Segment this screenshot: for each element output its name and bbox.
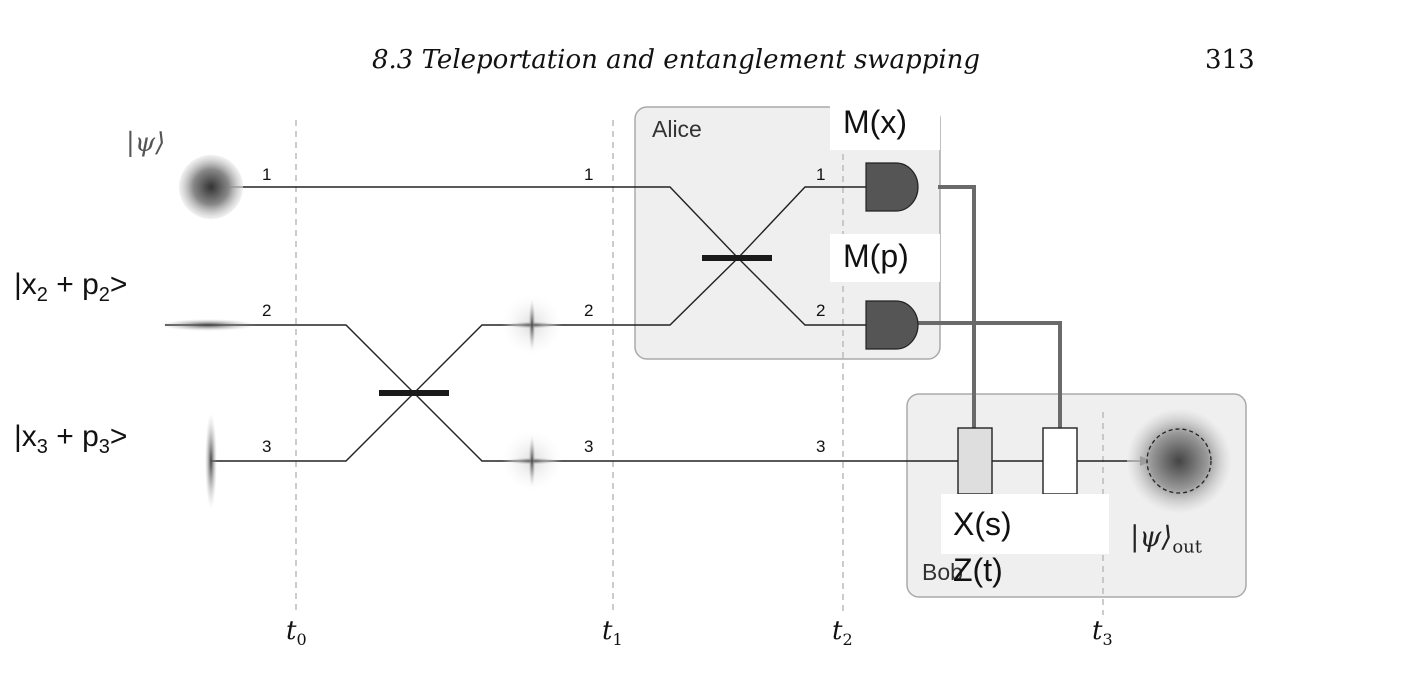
time-label-t1: t1 <box>602 616 623 650</box>
output-state-blob <box>1127 409 1231 513</box>
mode-num-3-t1: 3 <box>584 437 594 456</box>
modulator-z <box>1042 427 1078 495</box>
entangled-state-2 <box>502 295 562 355</box>
squeezed-state-3 <box>205 413 217 509</box>
correction-overlay <box>941 494 1109 554</box>
time-label-t2: t2 <box>832 616 853 650</box>
measurement-x-overlay <box>830 104 940 150</box>
output-sub: out <box>1172 536 1202 558</box>
mode-2-line <box>165 257 866 394</box>
classical-line-x <box>938 185 976 430</box>
output-state-dashed-circle <box>1146 428 1212 494</box>
squeezed-state-2 <box>160 319 256 331</box>
classical-line-p <box>913 321 1062 430</box>
mode-2-state-label: |x2 + p2> <box>14 268 128 306</box>
output-psi: |ψ⟩ <box>1130 520 1173 553</box>
measurement-p-overlay <box>830 234 940 282</box>
output-state-label: |ψ⟩out <box>1130 520 1202 558</box>
mode-num-3-t2: 3 <box>816 437 826 456</box>
alice-box <box>634 106 941 360</box>
classical-channels <box>913 185 1062 430</box>
mode-num-2-t1: 2 <box>584 301 594 320</box>
mode-num-3-t0: 3 <box>262 437 272 456</box>
alice-label: Alice <box>652 116 702 142</box>
header-title: 8.3 Teleportation and entanglement swapp… <box>372 45 981 75</box>
detector-p <box>865 300 919 350</box>
mode-num-2-t0: 2 <box>262 301 272 320</box>
time-label-t3: t3 <box>1092 616 1113 650</box>
mode-3-state-label: |x3 + p3> <box>14 420 128 458</box>
bob-label: Bob <box>922 559 963 585</box>
mode-num-1-t2: 1 <box>816 165 826 184</box>
correction-z-label: Z(t) <box>953 552 1003 588</box>
modulator-x <box>957 427 993 495</box>
entangled-state-3 <box>502 431 562 491</box>
measurement-x-label: M(x) <box>843 104 907 140</box>
input-state-label: |ψ⟩ <box>126 128 166 158</box>
mode-num-1-t1: 1 <box>584 165 594 184</box>
measurement-p-label: M(p) <box>843 238 909 274</box>
correction-x-label: X(s) <box>953 506 1012 542</box>
time-label-t0: t0 <box>286 616 307 650</box>
detector-x <box>865 162 919 212</box>
page-number: 313 <box>1205 45 1255 75</box>
mode-num-2-t2: 2 <box>816 301 826 320</box>
input-state-blob <box>179 155 243 219</box>
mode-num-1-t0: 1 <box>262 165 272 184</box>
